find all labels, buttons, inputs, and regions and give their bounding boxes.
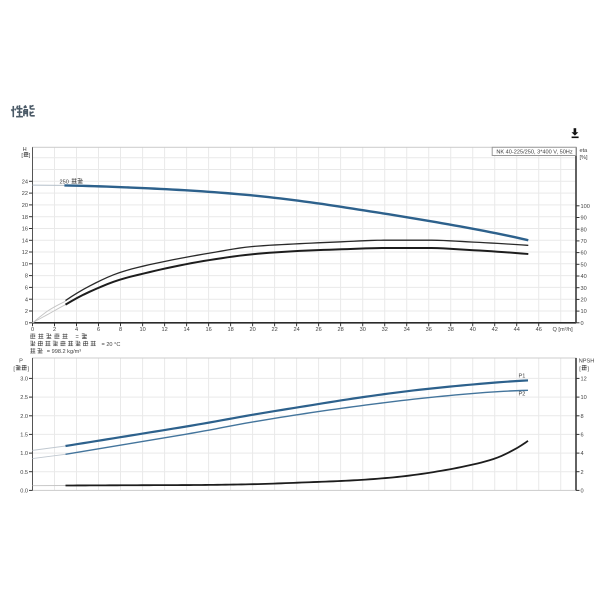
svg-text:0: 0 — [31, 327, 34, 333]
svg-text:34: 34 — [404, 327, 410, 333]
svg-text:14: 14 — [183, 327, 189, 333]
svg-text:20: 20 — [581, 298, 587, 304]
svg-text:12: 12 — [581, 377, 587, 383]
svg-text:eta: eta — [580, 148, 589, 154]
svg-text:250: 250 — [60, 179, 69, 185]
svg-text:40: 40 — [470, 327, 476, 333]
svg-text:24: 24 — [22, 179, 28, 185]
svg-text:H: H — [23, 147, 27, 153]
svg-text:0: 0 — [581, 321, 584, 327]
svg-text:1.0: 1.0 — [20, 451, 28, 457]
svg-text:14: 14 — [22, 238, 28, 244]
svg-text:12: 12 — [161, 327, 167, 333]
svg-text:Q [m³/h]: Q [m³/h] — [553, 327, 574, 333]
svg-text:10: 10 — [22, 262, 28, 268]
svg-text:36: 36 — [426, 327, 432, 333]
svg-text:32: 32 — [382, 327, 388, 333]
svg-text:8: 8 — [581, 414, 584, 420]
svg-text:8: 8 — [25, 274, 28, 280]
svg-text:0.5: 0.5 — [20, 470, 28, 476]
svg-text:60: 60 — [581, 251, 587, 257]
svg-text:NPSH: NPSH — [579, 359, 595, 365]
svg-text:1.5: 1.5 — [20, 433, 28, 439]
svg-text:20: 20 — [22, 203, 28, 209]
svg-text:100: 100 — [581, 204, 590, 210]
svg-text:[%]: [%] — [580, 155, 589, 161]
svg-text:12: 12 — [22, 250, 28, 256]
svg-text:0: 0 — [25, 321, 28, 327]
svg-text:16: 16 — [22, 227, 28, 233]
svg-text:NK 40-225/250, 3*400 V, 50Hz: NK 40-225/250, 3*400 V, 50Hz — [496, 150, 572, 156]
svg-text:4: 4 — [25, 297, 28, 303]
svg-text:0.0: 0.0 — [20, 489, 28, 495]
svg-text:8: 8 — [119, 327, 122, 333]
svg-text:44: 44 — [514, 327, 520, 333]
svg-text:30: 30 — [581, 286, 587, 292]
svg-text:24: 24 — [293, 327, 299, 333]
svg-text:[: [ — [21, 153, 23, 159]
svg-text:2: 2 — [25, 309, 28, 315]
svg-text:80: 80 — [581, 227, 587, 233]
svg-text:16: 16 — [205, 327, 211, 333]
svg-text:= 998.2 kg/m³: = 998.2 kg/m³ — [47, 349, 81, 355]
svg-text:6: 6 — [97, 327, 100, 333]
svg-text:28: 28 — [337, 327, 343, 333]
svg-text:P: P — [19, 359, 23, 365]
svg-text:6: 6 — [25, 286, 28, 292]
svg-text:4: 4 — [581, 451, 584, 457]
svg-text:[: [ — [13, 366, 15, 372]
svg-text:10: 10 — [139, 327, 145, 333]
svg-text:22: 22 — [271, 327, 277, 333]
svg-text:[: [ — [579, 366, 581, 372]
svg-text:18: 18 — [22, 215, 28, 221]
svg-text:2.0: 2.0 — [20, 414, 28, 420]
svg-text:]: ] — [29, 153, 31, 159]
svg-text:6: 6 — [581, 433, 584, 439]
svg-text:20: 20 — [249, 327, 255, 333]
svg-text:4: 4 — [75, 327, 78, 333]
svg-text:2: 2 — [581, 470, 584, 476]
svg-text:]: ] — [588, 366, 590, 372]
svg-text:= 20 °C: = 20 °C — [102, 342, 121, 348]
svg-text:40: 40 — [581, 274, 587, 280]
svg-text:70: 70 — [581, 239, 587, 245]
svg-text:2.5: 2.5 — [20, 395, 28, 401]
svg-text:=: = — [76, 335, 79, 341]
svg-text:18: 18 — [227, 327, 233, 333]
svg-text:30: 30 — [360, 327, 366, 333]
svg-text:]: ] — [28, 366, 30, 372]
svg-text:10: 10 — [581, 395, 587, 401]
svg-text:42: 42 — [492, 327, 498, 333]
svg-text:P1: P1 — [519, 374, 526, 380]
svg-text:P2: P2 — [519, 392, 526, 398]
svg-text:46: 46 — [536, 327, 542, 333]
svg-text:38: 38 — [448, 327, 454, 333]
svg-text:2: 2 — [53, 327, 56, 333]
svg-text:22: 22 — [22, 191, 28, 197]
svg-text:10: 10 — [581, 309, 587, 315]
svg-text:26: 26 — [315, 327, 321, 333]
svg-text:0: 0 — [581, 489, 584, 495]
svg-text:3.0: 3.0 — [20, 377, 28, 383]
svg-text:50: 50 — [581, 262, 587, 268]
svg-text:90: 90 — [581, 216, 587, 222]
